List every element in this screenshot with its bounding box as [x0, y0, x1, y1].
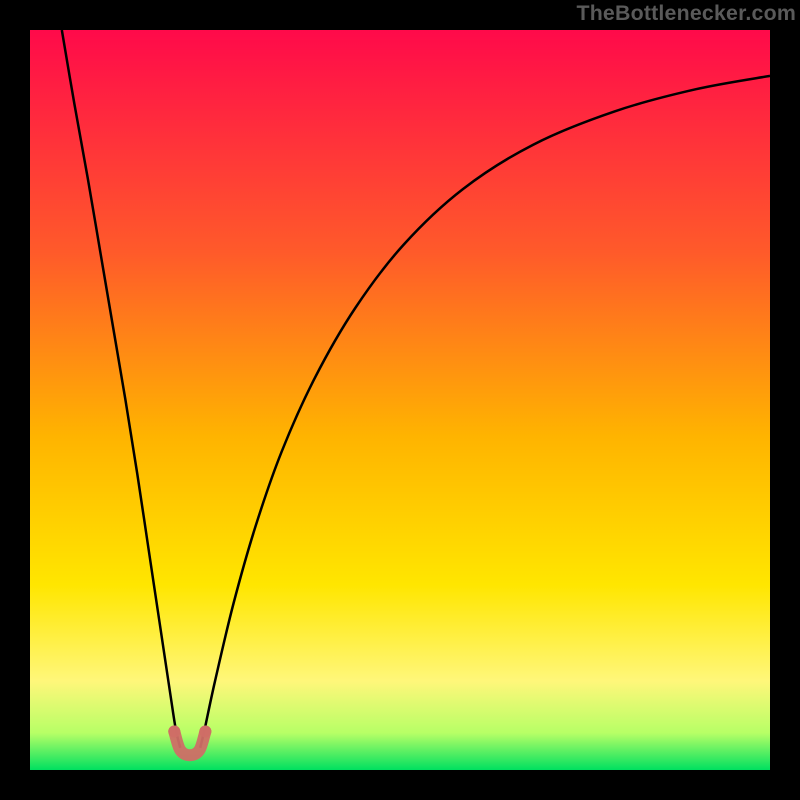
chart-svg	[0, 0, 800, 800]
valley-endpoint-left	[168, 726, 180, 738]
plot-area	[30, 30, 770, 770]
chart-stage: TheBottlenecker.com	[0, 0, 800, 800]
watermark-label: TheBottlenecker.com	[576, 1, 796, 26]
valley-endpoint-right	[199, 726, 211, 738]
